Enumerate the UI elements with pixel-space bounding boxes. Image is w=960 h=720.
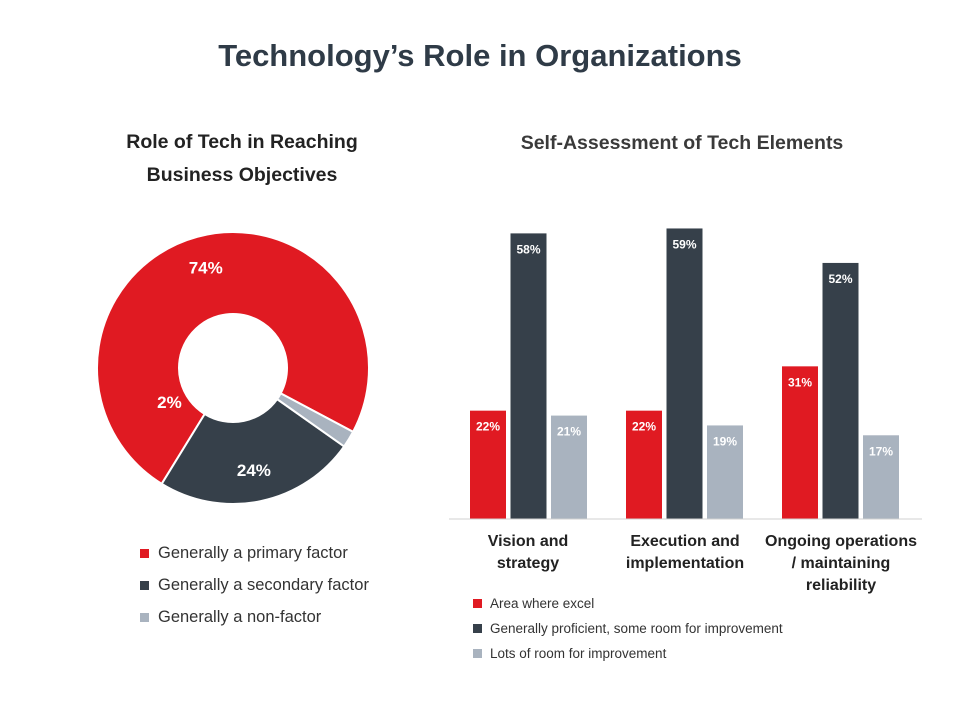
bar-legend-item-excel: Area where excel	[473, 591, 783, 616]
bar-legend-item-proficient: Generally proficient, some room for impr…	[473, 616, 783, 641]
bar-0-1	[510, 233, 547, 520]
bar-legend-label-lots-of-room: Lots of room for improvement	[490, 646, 667, 661]
donut-chart-title: Role of Tech in Reaching Business Object…	[92, 126, 392, 192]
bar-label-2-0: 31%	[788, 375, 812, 389]
bar-0-0	[470, 410, 506, 519]
bar-2-0	[782, 366, 818, 519]
bar-2-2	[863, 435, 899, 519]
legend-swatch-lots-of-room	[473, 649, 482, 658]
bar-1-1	[666, 228, 703, 519]
donut-slice-label-1: 24%	[237, 461, 271, 480]
donut-legend: Generally a primary factor Generally a s…	[140, 537, 369, 633]
bar-label-0-2: 21%	[557, 425, 581, 439]
bar-category-label-execution: Execution and implementation	[610, 531, 760, 575]
cat-vision-line-1: Vision and	[487, 533, 569, 550]
bar-label-0-0: 22%	[476, 420, 500, 434]
bar-label-2-1: 52%	[828, 272, 852, 286]
cat-execution-line-1: Execution and	[630, 533, 740, 550]
donut-slice-1	[160, 397, 346, 505]
bar-2-1	[822, 262, 859, 519]
bar-label-1-1: 59%	[672, 237, 696, 251]
legend-swatch-non-factor	[140, 612, 149, 622]
donut-slice-label-2: 2%	[157, 393, 182, 412]
donut-legend-item-primary: Generally a primary factor	[140, 537, 369, 569]
cat-ongoing-line-3: reliability	[805, 577, 877, 594]
legend-swatch-primary	[140, 548, 149, 558]
legend-swatch-proficient	[473, 624, 482, 633]
donut-legend-label-non-factor: Generally a non-factor	[158, 607, 322, 626]
page-title: Technology’s Role in Organizations	[218, 38, 742, 73]
bar-1-0	[626, 410, 662, 519]
cat-ongoing-line-2: / maintaining	[791, 555, 891, 572]
bar-legend: Area where excel Generally proficient, s…	[473, 591, 783, 666]
donut-legend-item-non-factor: Generally a non-factor	[140, 601, 369, 633]
donut-title-line-1: Role of Tech in Reaching	[126, 131, 358, 153]
legend-swatch-excel	[473, 599, 482, 608]
bar-legend-item-lots-of-room: Lots of room for improvement	[473, 641, 783, 666]
bar-legend-label-proficient: Generally proficient, some room for impr…	[490, 621, 783, 636]
bar-label-2-2: 17%	[869, 444, 893, 458]
bar-1-2	[707, 425, 743, 519]
bar-legend-label-excel: Area where excel	[490, 596, 595, 611]
donut-legend-item-secondary: Generally a secondary factor	[140, 569, 369, 601]
cat-ongoing-line-1: Ongoing operations	[765, 533, 917, 550]
donut-slice-0	[96, 231, 370, 486]
bar-label-1-0: 22%	[632, 420, 656, 434]
bar-0-2	[551, 415, 587, 519]
bar-label-1-2: 19%	[713, 434, 737, 448]
legend-swatch-secondary	[140, 580, 149, 590]
bar-category-label-vision: Vision and strategy	[458, 531, 598, 575]
cat-vision-line-2: strategy	[496, 555, 560, 572]
bar-label-0-1: 58%	[516, 242, 540, 256]
donut-slice-label-0: 74%	[189, 259, 223, 278]
donut-slice-2	[275, 391, 355, 448]
donut-legend-label-secondary: Generally a secondary factor	[158, 575, 369, 594]
donut-legend-label-primary: Generally a primary factor	[158, 543, 348, 562]
bar-chart-title: Self-Assessment of Tech Elements	[520, 132, 844, 154]
donut-title-line-2: Business Objectives	[146, 164, 338, 186]
bar-category-label-ongoing: Ongoing operations / maintaining reliabi…	[758, 531, 924, 597]
cat-execution-line-2: implementation	[625, 555, 745, 572]
